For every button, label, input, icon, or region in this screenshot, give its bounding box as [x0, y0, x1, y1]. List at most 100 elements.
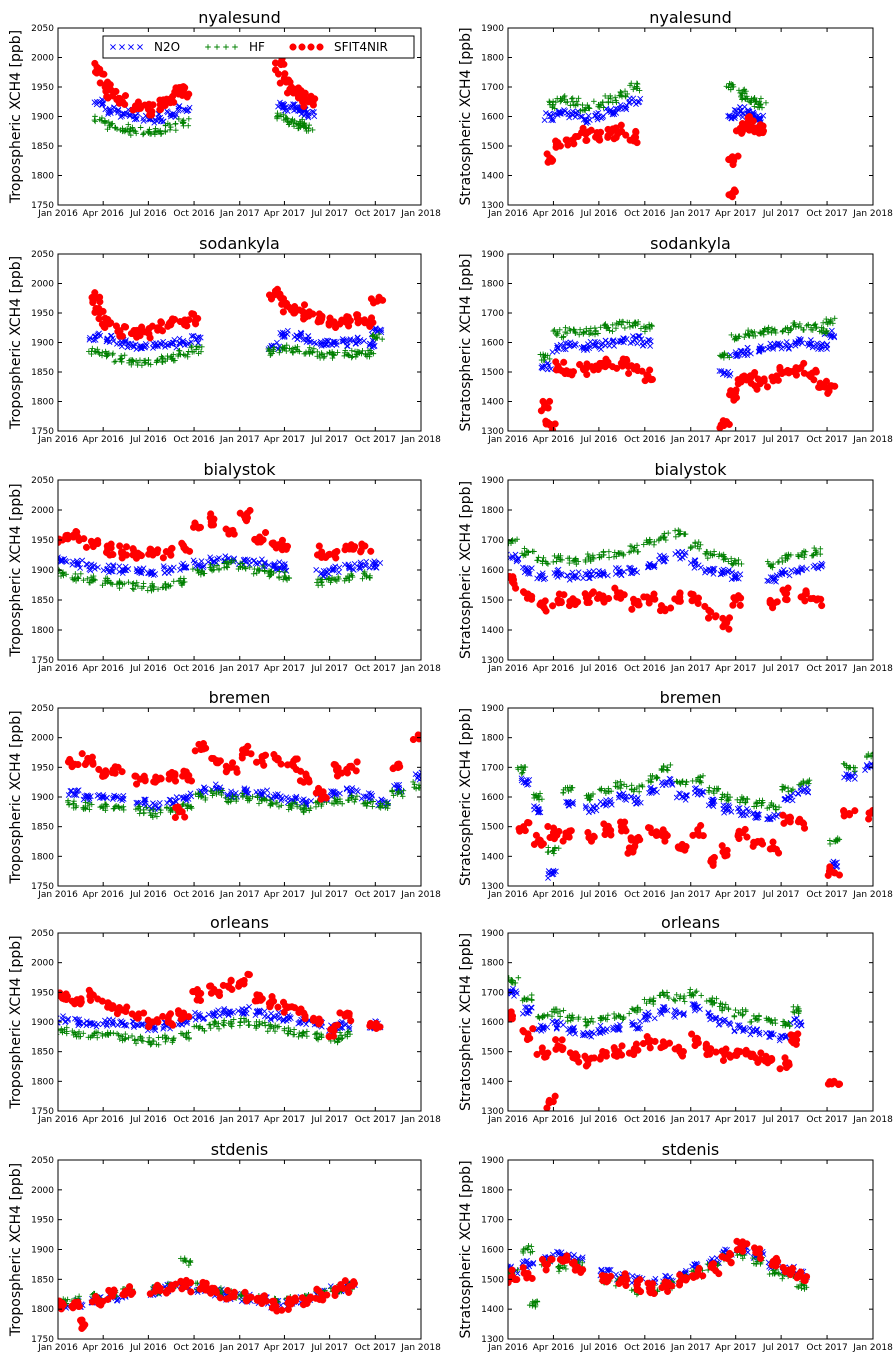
point-hf [810, 552, 816, 559]
point-hf [148, 130, 155, 137]
point-sfit4nir [129, 546, 137, 554]
point-hf [188, 344, 195, 351]
point-hf [82, 799, 89, 806]
panel-title: bialystok [655, 460, 728, 479]
point-n2o [629, 339, 636, 345]
point-sfit4nir [643, 593, 651, 601]
point-n2o [586, 117, 593, 123]
point-hf [706, 784, 713, 791]
point-hf [266, 1022, 272, 1028]
point-hf [170, 1036, 176, 1042]
point-hf [539, 560, 546, 567]
point-sfit4nir [236, 509, 244, 517]
point-hf [126, 128, 133, 135]
y-tick-label: 1750 [31, 882, 54, 892]
point-hf [600, 549, 607, 556]
point-hf [673, 534, 679, 540]
point-n2o [541, 117, 548, 124]
point-sfit4nir [688, 597, 696, 605]
point-n2o [300, 336, 307, 343]
point-n2o [771, 577, 778, 584]
point-sfit4nir [78, 750, 86, 758]
point-hf [118, 352, 124, 359]
point-hf [199, 793, 205, 799]
point-n2o [564, 109, 571, 116]
y-tick-label: 2000 [31, 54, 54, 64]
point-hf [183, 1032, 189, 1038]
point-n2o [361, 337, 367, 344]
point-hf [58, 573, 64, 579]
point-hf [278, 802, 285, 809]
point-n2o [58, 1019, 60, 1026]
point-hf [334, 578, 340, 584]
point-hf [104, 575, 111, 582]
point-sfit4nir [766, 845, 774, 853]
legend-marker-n2o [119, 44, 125, 50]
point-hf [326, 349, 333, 356]
point-sfit4nir [708, 855, 716, 864]
point-hf [329, 355, 336, 361]
point-hf [591, 98, 597, 105]
point-hf [717, 352, 723, 359]
point-n2o [288, 797, 295, 803]
point-n2o [120, 796, 127, 802]
point-hf [604, 324, 611, 331]
x-tick-label: Oct 2016 [624, 664, 666, 674]
point-hf [291, 1026, 297, 1033]
point-n2o [627, 564, 633, 571]
point-sfit4nir [420, 731, 421, 736]
point-n2o [255, 1008, 262, 1015]
point-sfit4nir [58, 535, 63, 543]
point-hf [546, 356, 553, 362]
point-hf [160, 355, 166, 361]
y-tick-label: 1700 [481, 83, 504, 93]
point-hf [112, 803, 118, 810]
point-hf [296, 348, 303, 355]
point-hf [780, 783, 787, 790]
point-sfit4nir [353, 311, 361, 319]
y-tick-label: 1750 [31, 201, 54, 211]
point-hf [282, 574, 289, 581]
point-hf [300, 809, 307, 815]
point-n2o [573, 109, 579, 116]
point-hf [276, 568, 283, 575]
point-n2o [512, 551, 519, 558]
point-n2o [845, 771, 852, 778]
point-n2o [621, 796, 628, 803]
point-hf [116, 1036, 123, 1042]
point-hf [753, 799, 760, 805]
point-hf [274, 113, 280, 120]
point-hf [800, 780, 807, 787]
point-n2o [658, 555, 665, 562]
point-sfit4nir [565, 602, 574, 610]
point-hf [370, 332, 377, 338]
point-hf [552, 844, 558, 851]
point-n2o [122, 1021, 129, 1028]
point-sfit4nir [334, 764, 342, 772]
point-n2o [264, 792, 271, 799]
point-hf [410, 779, 416, 785]
point-hf [613, 325, 619, 332]
point-hf [759, 104, 765, 111]
point-sfit4nir [293, 306, 301, 314]
point-n2o [585, 112, 592, 119]
point-hf [86, 806, 93, 813]
point-n2o [109, 796, 116, 802]
point-hf [246, 564, 253, 570]
point-sfit4nir [588, 363, 596, 371]
point-hf [147, 812, 154, 819]
point-sfit4nir [95, 315, 103, 323]
point-hf [606, 327, 613, 334]
point-n2o [209, 1010, 216, 1017]
point-hf [306, 807, 313, 814]
y-tick-label: 1850 [31, 596, 54, 606]
y-tick-label: 1400 [481, 852, 504, 862]
point-hf [751, 95, 758, 101]
point-hf [291, 123, 297, 130]
y-tick-label: 1950 [31, 763, 54, 773]
point-hf [523, 548, 530, 554]
point-hf [365, 347, 371, 354]
point-hf [622, 325, 628, 331]
point-hf [302, 124, 309, 131]
